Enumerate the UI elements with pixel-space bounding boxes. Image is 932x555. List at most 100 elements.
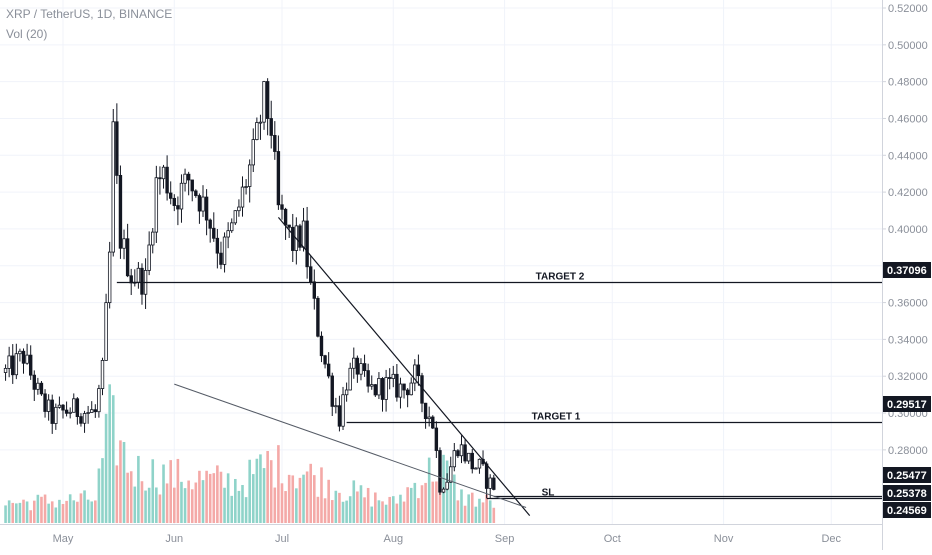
candle-body <box>136 267 141 283</box>
price-labels: 0.37096 0.29517 0.25477 0.25378 0.24569 <box>883 262 931 518</box>
volume-bar <box>481 502 485 523</box>
candle-body <box>373 384 378 396</box>
price-tick-label: 0.36000 <box>888 298 928 310</box>
candle-body <box>413 364 417 384</box>
volume-bar <box>413 482 417 523</box>
volume-bar <box>43 494 47 523</box>
candle-body <box>204 196 209 221</box>
volume-bar <box>266 450 269 523</box>
volume-bar <box>334 490 338 523</box>
candle-body <box>219 252 223 265</box>
volume-bar <box>230 495 234 523</box>
volume-bar <box>219 471 223 523</box>
candle-body <box>341 394 345 427</box>
candle-body <box>334 405 338 408</box>
candle-body <box>409 382 413 396</box>
candle-body <box>147 244 151 271</box>
price-tick-label: 0.34000 <box>888 334 928 346</box>
volume-indicator-label: Vol (20) <box>6 27 48 41</box>
volume-bar <box>158 494 162 523</box>
candle-body <box>474 467 478 470</box>
candle-body <box>186 173 191 181</box>
time-tick-label: May <box>53 533 74 545</box>
candle-body <box>449 466 453 483</box>
price-tick-label: 0.44000 <box>888 150 928 162</box>
candle-body <box>57 404 62 408</box>
symbol-title: XRP / TetherUS, 1D, BINANCE <box>6 7 173 21</box>
volume-bar <box>140 481 144 523</box>
candle-body <box>176 205 180 210</box>
candle-body <box>366 370 370 387</box>
candle-body <box>93 409 98 413</box>
volume-bar <box>83 490 86 523</box>
candle-body <box>54 406 58 424</box>
volume-bar <box>391 496 395 523</box>
volume-bar <box>284 491 287 523</box>
volume-bar <box>251 474 255 523</box>
volume-bar <box>226 473 230 523</box>
volume-bar <box>36 494 40 523</box>
price-label-box <box>883 485 931 501</box>
volume-bar <box>212 473 216 523</box>
candle-body <box>161 166 166 180</box>
volume-bar <box>345 500 348 523</box>
time-tick-label: Aug <box>383 533 403 545</box>
volume-bar <box>180 481 183 523</box>
volume-bar <box>115 465 119 523</box>
volume-bar <box>478 498 481 523</box>
volume-bar <box>18 502 22 523</box>
volume-bar <box>133 486 137 523</box>
candle-body <box>7 355 11 369</box>
volume-bar <box>298 477 302 523</box>
time-tick-label: Sep <box>495 533 515 545</box>
volume-bar <box>381 501 384 523</box>
volume-bar <box>223 487 226 523</box>
candle-body <box>36 382 40 390</box>
candle-body <box>107 251 112 304</box>
price-label-box <box>883 396 931 412</box>
candle-body <box>28 354 33 376</box>
candle-body <box>79 416 83 424</box>
grid <box>0 0 882 524</box>
price-label-text: 0.37096 <box>887 265 927 277</box>
volume-bar <box>151 459 155 523</box>
volume-bar <box>449 474 453 523</box>
volume-bars <box>4 384 496 523</box>
time-tick-label: Nov <box>714 533 734 545</box>
volume-bar <box>216 465 219 523</box>
volume-bar <box>377 500 381 523</box>
volume-bar <box>187 480 190 523</box>
candle-body <box>3 367 8 373</box>
volume-bar <box>395 503 399 523</box>
candle-body <box>179 182 184 210</box>
candle-body <box>305 220 309 268</box>
price-label-text: 0.25378 <box>887 488 927 500</box>
volume-bar <box>431 481 435 523</box>
candle-body <box>226 230 230 238</box>
volume-bar <box>144 490 147 523</box>
price-tick-label: 0.50000 <box>888 40 928 52</box>
volume-bar <box>119 440 122 523</box>
candle-body <box>456 450 460 457</box>
drawings: TARGET 2 TARGET 1 SL <box>116 216 882 516</box>
candle-body <box>377 378 381 396</box>
candle-body <box>21 350 26 364</box>
volume-bar <box>280 483 284 523</box>
volume-bar <box>320 467 323 523</box>
volume-bar <box>97 468 101 523</box>
candle-body <box>344 389 349 396</box>
volume-bar <box>176 458 180 523</box>
volume-bar <box>470 492 474 523</box>
candle-body <box>402 383 406 391</box>
candle-body <box>283 208 288 226</box>
volume-bar <box>194 482 198 523</box>
candle-body <box>459 444 464 457</box>
volume-bar <box>172 487 176 523</box>
candle-body <box>230 222 234 232</box>
candle-body <box>280 204 284 210</box>
candle-body <box>352 357 356 369</box>
candle-body <box>326 363 331 377</box>
volume-bar <box>122 441 126 523</box>
